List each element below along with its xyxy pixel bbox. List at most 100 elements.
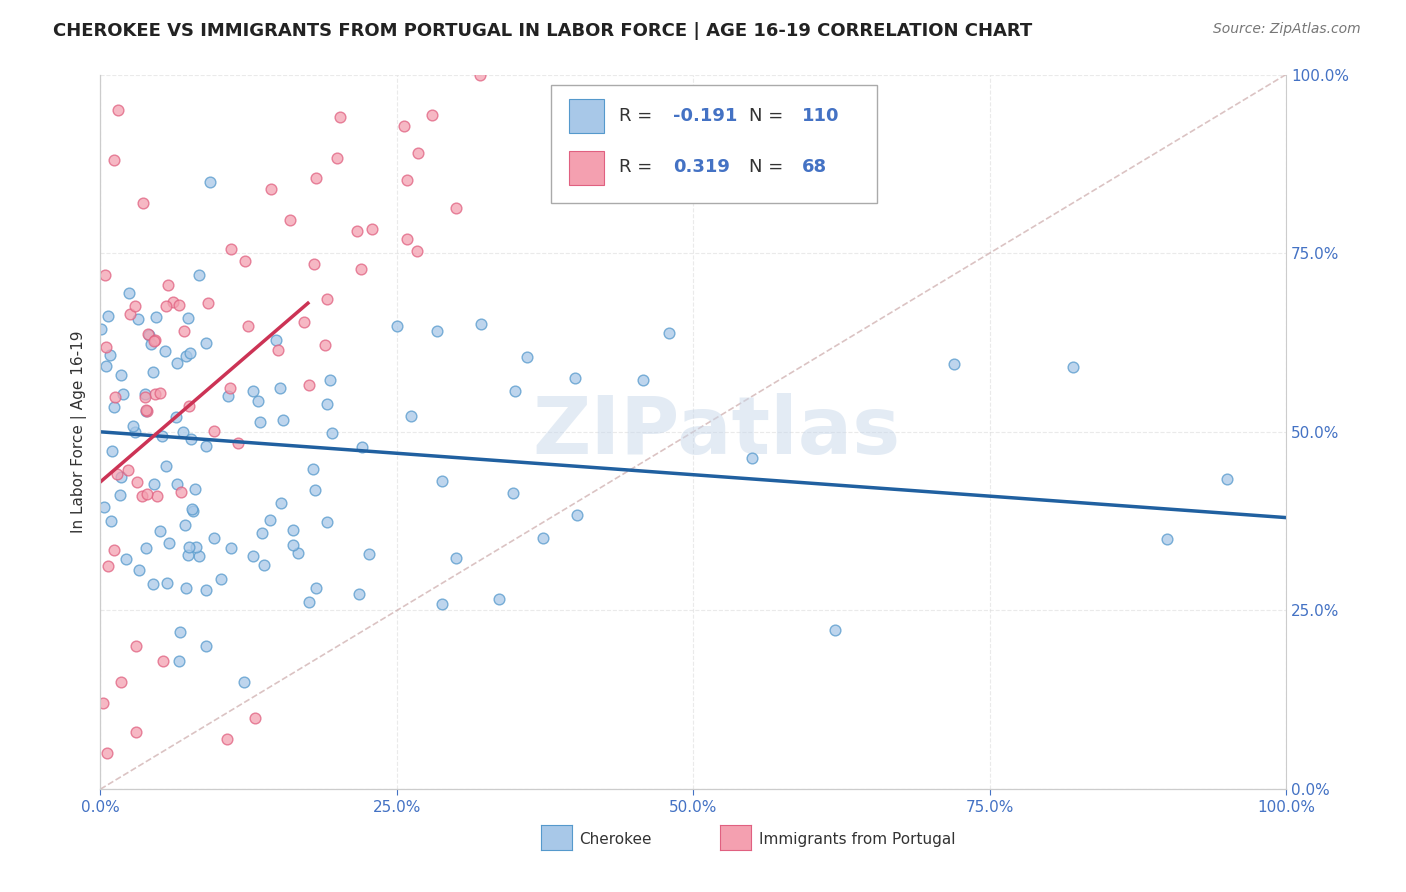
- Point: [352, 441, 374, 455]
- Point: [152, 653, 174, 667]
- Point: [135, 402, 157, 417]
- Point: [243, 711, 266, 725]
- Point: [149, 524, 172, 539]
- Point: [305, 581, 328, 595]
- Point: [143, 387, 166, 401]
- Point: [138, 328, 160, 343]
- Point: [406, 244, 429, 259]
- Point: [301, 462, 323, 476]
- Point: [321, 426, 343, 441]
- Point: [329, 110, 352, 124]
- Point: [97, 558, 120, 573]
- Point: [184, 483, 207, 497]
- Point: [170, 485, 193, 500]
- Point: [110, 488, 132, 502]
- Point: [281, 538, 304, 552]
- Point: [232, 675, 254, 690]
- Point: [658, 326, 681, 341]
- Point: [350, 261, 373, 276]
- Point: [173, 324, 195, 338]
- Point: [124, 425, 146, 439]
- Point: [346, 223, 368, 237]
- Point: [502, 486, 524, 500]
- Point: [110, 675, 132, 690]
- Point: [136, 403, 159, 417]
- Point: [141, 337, 163, 351]
- Point: [177, 311, 200, 326]
- Point: [395, 231, 418, 245]
- Text: Source: ZipAtlas.com: Source: ZipAtlas.com: [1213, 22, 1361, 37]
- Point: [96, 359, 118, 373]
- Point: [531, 531, 554, 545]
- Point: [430, 474, 453, 488]
- Point: [146, 489, 169, 503]
- Point: [633, 373, 655, 387]
- Point: [118, 286, 141, 301]
- Point: [166, 356, 188, 370]
- Text: 0.319: 0.319: [673, 159, 730, 177]
- Point: [200, 175, 222, 189]
- Point: [567, 508, 589, 523]
- Point: [96, 747, 118, 761]
- Point: [287, 546, 309, 560]
- Point: [91, 697, 114, 711]
- Point: [246, 393, 269, 408]
- Point: [259, 513, 281, 527]
- Point: [105, 467, 128, 482]
- Text: Cherokee: Cherokee: [579, 832, 652, 847]
- Point: [115, 551, 138, 566]
- Point: [145, 310, 167, 325]
- Point: [194, 335, 217, 350]
- Point: [180, 432, 202, 446]
- Point: [134, 391, 156, 405]
- Point: [174, 582, 197, 596]
- Point: [110, 470, 132, 484]
- Point: [127, 311, 149, 326]
- Point: [209, 572, 232, 586]
- Point: [316, 292, 339, 306]
- Point: [188, 549, 211, 564]
- Text: 68: 68: [803, 159, 827, 177]
- Point: [488, 592, 510, 607]
- Point: [326, 152, 349, 166]
- Point: [94, 340, 117, 354]
- Point: [118, 307, 141, 321]
- Point: [165, 410, 187, 425]
- Point: [253, 558, 276, 572]
- Point: [204, 425, 226, 439]
- Point: [298, 377, 321, 392]
- Point: [122, 419, 145, 434]
- Point: [564, 370, 586, 384]
- Point: [305, 171, 328, 186]
- Point: [195, 582, 218, 597]
- Point: [94, 268, 117, 282]
- Point: [179, 346, 201, 360]
- Point: [505, 384, 527, 398]
- Point: [107, 103, 129, 118]
- Point: [142, 365, 165, 379]
- Point: [516, 350, 538, 364]
- Point: [97, 310, 120, 324]
- Point: [304, 483, 326, 497]
- Point: [292, 315, 315, 329]
- Point: [103, 542, 125, 557]
- Point: [426, 324, 449, 338]
- Point: [135, 404, 157, 418]
- Point: [124, 299, 146, 313]
- Point: [155, 299, 177, 313]
- Text: R =: R =: [619, 107, 658, 125]
- Point: [117, 463, 139, 477]
- Point: [741, 450, 763, 465]
- Point: [177, 399, 200, 413]
- Point: [319, 373, 342, 387]
- Point: [143, 334, 166, 348]
- Point: [98, 348, 121, 362]
- Point: [406, 145, 429, 160]
- Point: [269, 381, 291, 395]
- Point: [233, 253, 256, 268]
- Point: [316, 397, 339, 411]
- Point: [361, 222, 384, 236]
- Point: [470, 317, 492, 331]
- Point: [103, 400, 125, 414]
- Point: [281, 524, 304, 538]
